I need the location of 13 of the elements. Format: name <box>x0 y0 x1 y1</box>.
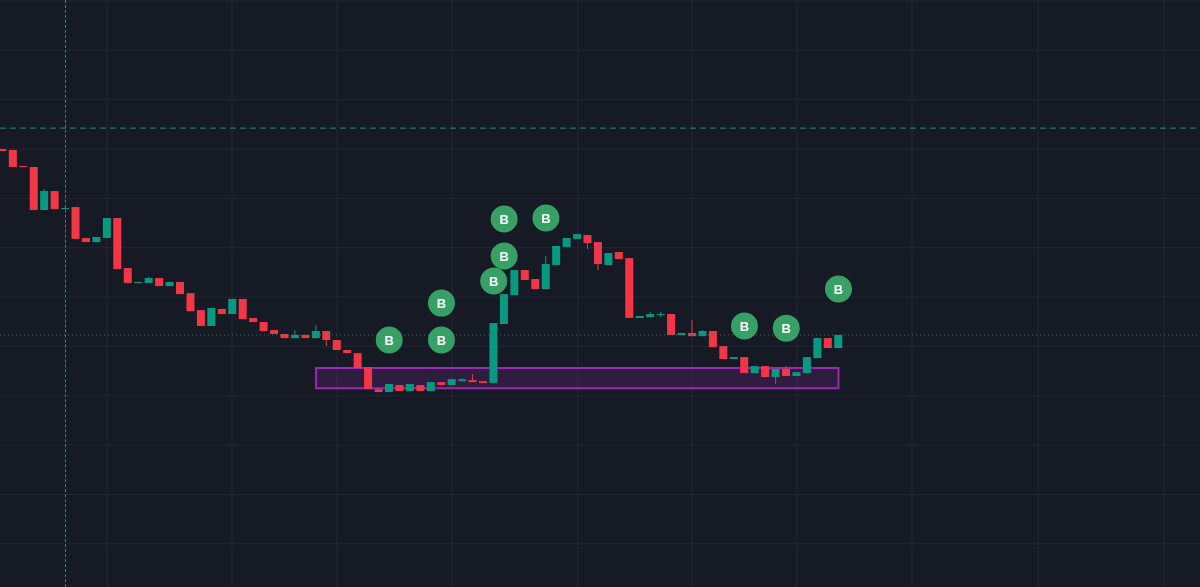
series-label: B <box>488 273 499 289</box>
candlestick <box>593 241 602 271</box>
text: B <box>781 320 791 336</box>
candlestick <box>102 218 111 238</box>
text: B <box>541 210 551 226</box>
text: B <box>499 248 509 264</box>
text: B <box>739 318 750 334</box>
text: B <box>384 332 394 348</box>
candlestick <box>667 313 676 336</box>
text: B <box>833 281 844 297</box>
text: B <box>499 211 509 227</box>
series-label: B <box>436 295 447 311</box>
text: B <box>436 332 447 348</box>
